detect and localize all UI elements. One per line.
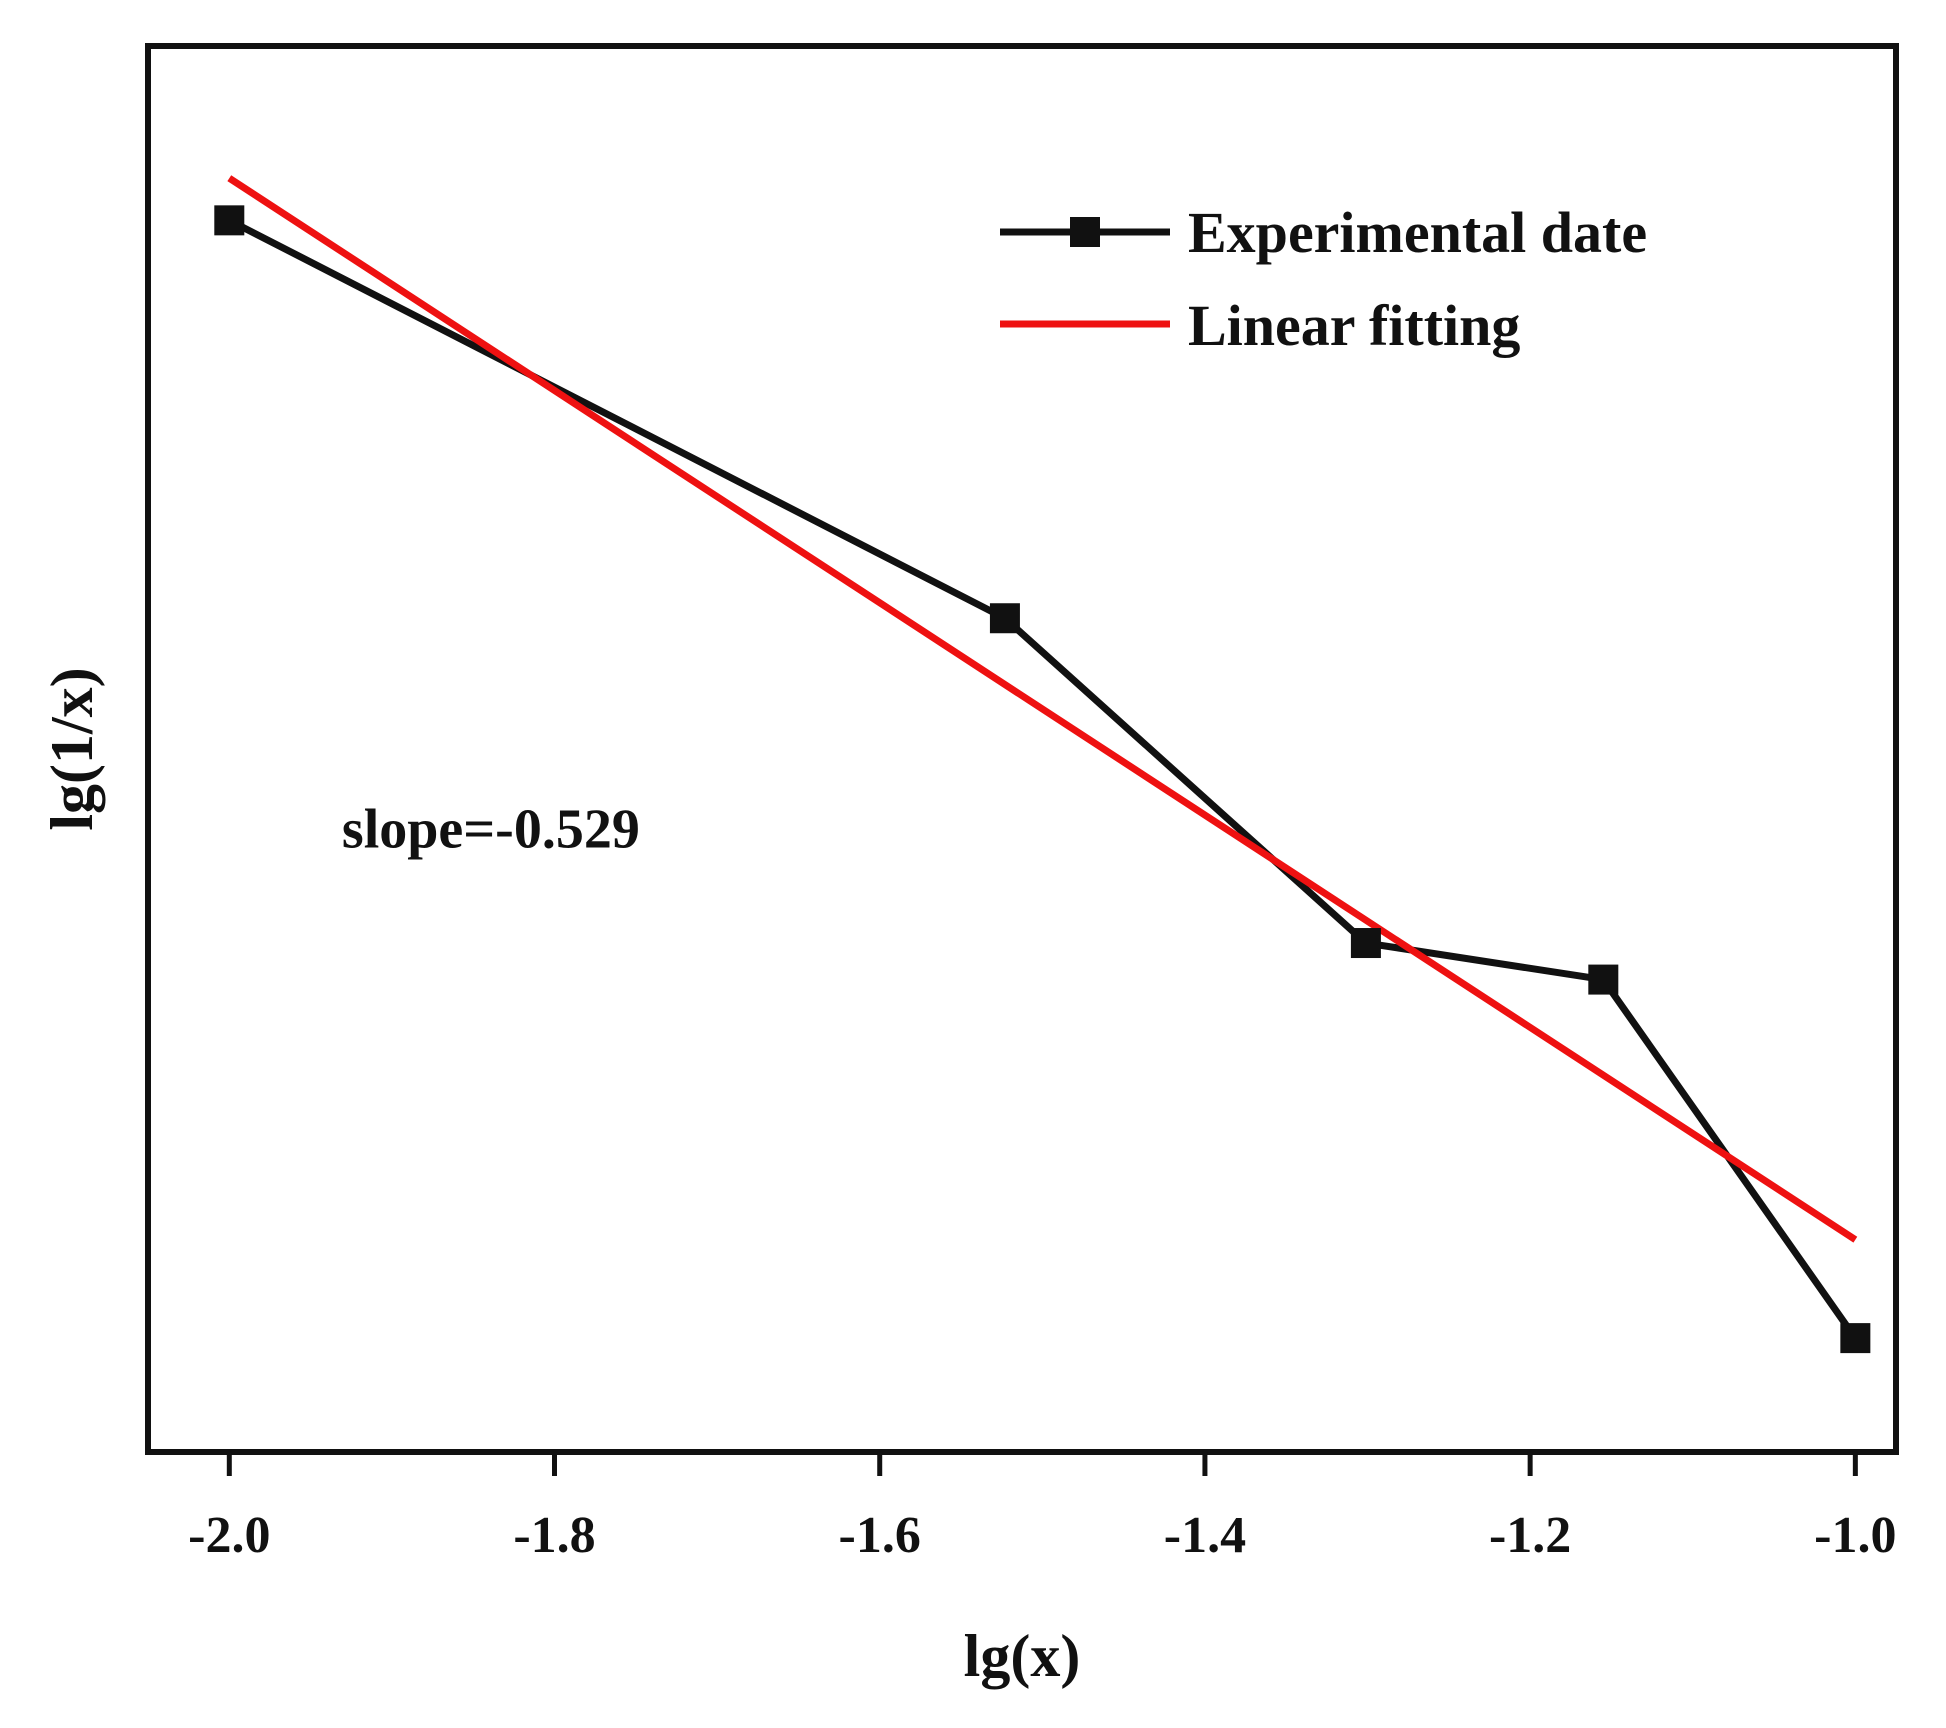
x-tick-label-1: -1.8 [513,1507,595,1564]
legend: Experimental date Linear fitting [1000,200,1647,358]
series-experimental-line [227,217,1859,1341]
experimental-point-1 [989,603,1020,634]
x-tick-label-0: -2.0 [188,1507,270,1564]
legend-marker-experimental [1070,217,1100,247]
x-axis-ticks [226,1452,1858,1476]
slope-annotation: slope=-0.529 [342,798,640,860]
experimental-point-2 [1350,928,1381,959]
legend-label-experimental: Experimental date [1188,200,1647,265]
experimental-point-4 [1840,1323,1871,1354]
series-layer [214,175,1871,1354]
x-tick-label-4: -1.2 [1489,1507,1571,1564]
x-tick-label-3: -1.4 [1164,1507,1246,1564]
experimental-point-0 [214,205,245,236]
x-axis-title: lg(x) [964,1623,1081,1689]
plot-frame [145,43,1899,1455]
legend-label-linear-fitting: Linear fitting [1188,293,1520,358]
x-tick-label-5: -1.0 [1814,1507,1896,1564]
series-linear-fitting-line [227,175,1858,1243]
y-axis-title: lg(1/x) [39,667,105,830]
experimental-point-3 [1588,964,1619,995]
x-tick-label-2: -1.6 [839,1507,921,1564]
x-axis-tick-labels: -2.0 -1.8 -1.6 -1.4 -1.2 -1.0 [188,1507,1896,1564]
